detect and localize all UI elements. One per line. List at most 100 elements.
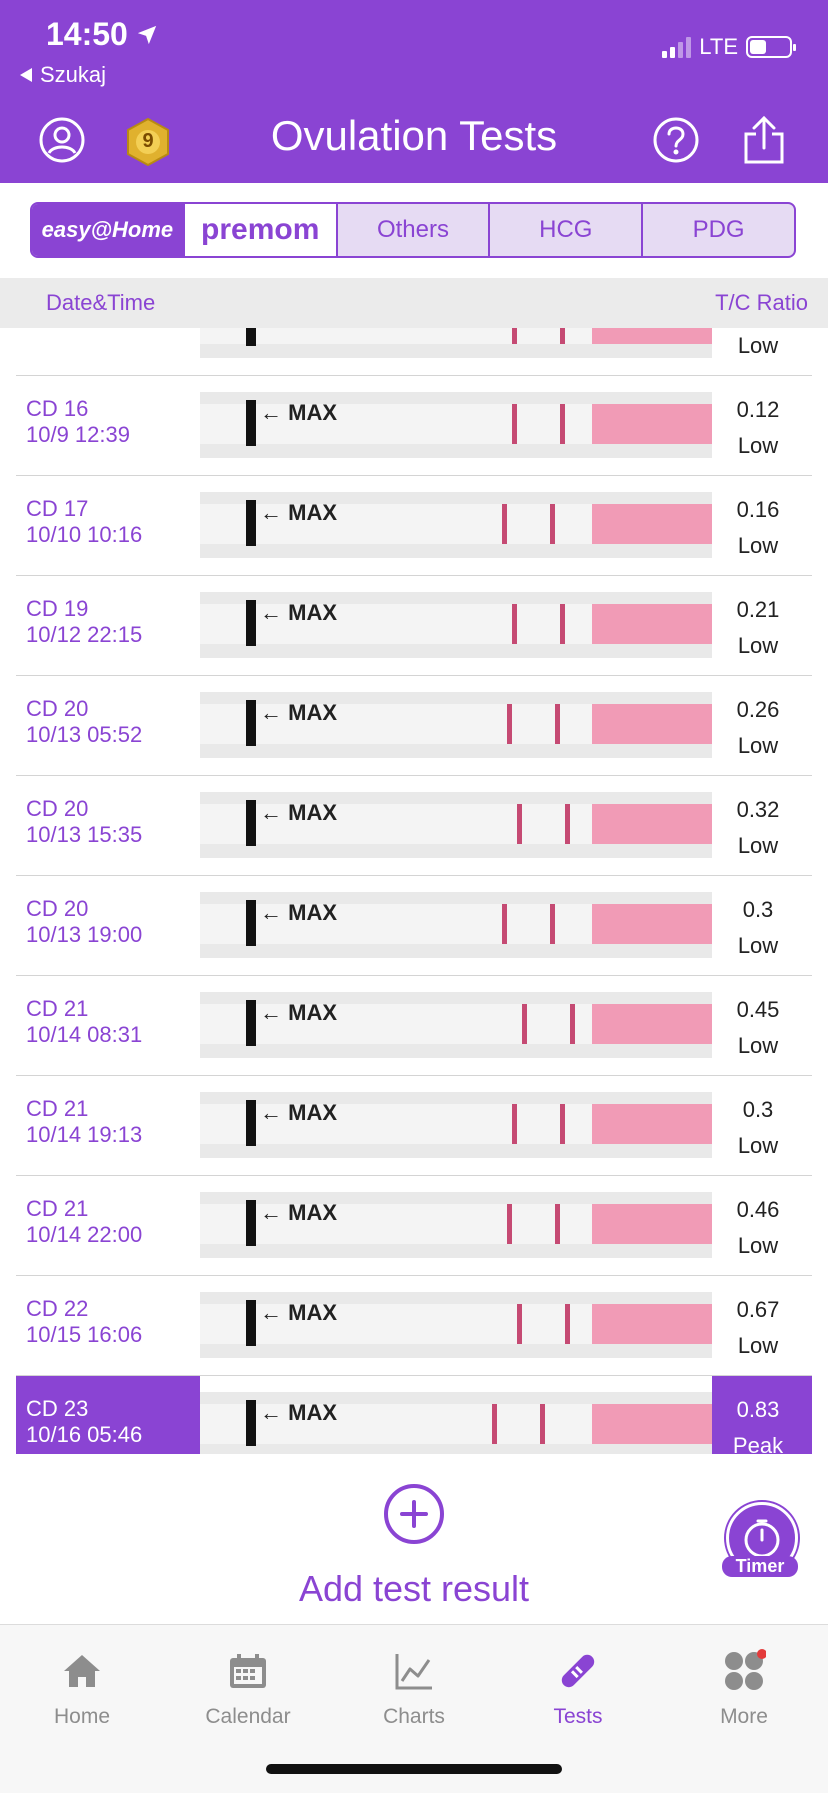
table-header: Date&Time T/C Ratio xyxy=(0,278,828,328)
row-ratio: 0.16 Low xyxy=(714,492,802,564)
tab-others[interactable]: Others xyxy=(338,204,491,256)
test-strip-photo[interactable]: ← MAX xyxy=(200,1192,712,1258)
strip-max-label: ← MAX xyxy=(260,1000,338,1025)
status-indicators: LTE xyxy=(662,34,796,60)
row-ratio: 0.83 Peak xyxy=(714,1392,802,1454)
page-title: Ovulation Tests xyxy=(270,112,558,159)
strip-handle xyxy=(592,1404,712,1444)
network-label: LTE xyxy=(699,34,738,59)
test-strip-photo[interactable]: ← MAX xyxy=(200,392,712,458)
column-ratio: T/C Ratio xyxy=(715,290,808,315)
test-strip-photo[interactable]: ← MAX xyxy=(200,592,712,658)
battery-icon xyxy=(746,36,796,58)
column-date: Date&Time xyxy=(46,290,156,315)
table-row[interactable]: CD 16 10/9 12:39 ← MAX 0.12 Low xyxy=(16,376,812,476)
nav-tests[interactable]: Tests xyxy=(508,1647,648,1729)
control-line xyxy=(512,328,517,344)
row-ratio: 0.3 Low xyxy=(714,1092,802,1164)
status-time-text: 14:50 xyxy=(46,16,128,52)
chart-icon xyxy=(395,1654,432,1690)
table-row[interactable]: CD 20 10/13 19:00 ← MAX 0.3 Low xyxy=(16,876,812,976)
level-badge[interactable]: 9 xyxy=(126,117,170,167)
nav-charts[interactable]: Charts xyxy=(344,1647,484,1729)
test-strip-photo[interactable]: ← MAX xyxy=(200,328,712,358)
test-strip-photo[interactable]: ← MAX xyxy=(200,492,712,558)
table-row[interactable]: 10/8 16:00← MAXLow xyxy=(16,328,812,376)
stopwatch-icon xyxy=(744,1519,780,1558)
cycle-day: CD 17 xyxy=(26,496,89,521)
test-line xyxy=(560,1104,565,1144)
test-strip-icon xyxy=(561,1654,595,1688)
table-row[interactable]: CD 21 10/14 08:31 ← MAX 0.45 Low xyxy=(16,976,812,1076)
strip-handle xyxy=(592,1004,712,1044)
more-icon xyxy=(725,1649,766,1690)
strip-marker xyxy=(246,400,256,446)
status-time: 14:50 xyxy=(46,16,158,53)
table-row[interactable]: CD 21 10/14 22:00 ← MAX 0.46 Low xyxy=(16,1176,812,1276)
strip-marker xyxy=(246,600,256,646)
plus-icon xyxy=(400,1500,428,1528)
test-line xyxy=(560,404,565,444)
add-result-area: Add test result xyxy=(0,1454,828,1624)
test-datetime: 10/15 16:06 xyxy=(26,1322,143,1347)
nav-calendar[interactable]: Calendar xyxy=(178,1647,318,1729)
strip-handle xyxy=(592,804,712,844)
help-button[interactable] xyxy=(652,116,700,164)
test-datetime: 10/16 05:46 xyxy=(26,1422,143,1447)
row-ratio: 0.26 Low xyxy=(714,692,802,764)
test-line xyxy=(555,1204,560,1244)
test-strip-photo[interactable]: ← MAX xyxy=(200,1092,712,1158)
nav-more-label: More xyxy=(720,1705,768,1728)
strip-max-label: ← MAX xyxy=(260,1100,338,1125)
nav-home[interactable]: Home xyxy=(12,1647,152,1729)
timer-label[interactable]: Timer xyxy=(722,1556,798,1577)
share-button[interactable] xyxy=(740,116,788,164)
row-ratio: 0.46 Low xyxy=(714,1192,802,1264)
strip-max-label: ← MAX xyxy=(260,1300,338,1325)
result-level: Low xyxy=(737,533,779,558)
table-row[interactable]: CD 22 10/15 16:06 ← MAX 0.67 Low xyxy=(16,1276,812,1376)
test-strip-photo[interactable]: ← MAX xyxy=(200,692,712,758)
strip-marker xyxy=(246,1400,256,1446)
control-line xyxy=(512,604,517,644)
table-row[interactable]: CD 21 10/14 19:13 ← MAX 0.3 Low xyxy=(16,1076,812,1176)
cycle-day: CD 20 xyxy=(26,896,89,921)
test-strip-photo[interactable]: ← MAX xyxy=(200,1392,712,1454)
tab-pdg[interactable]: PDG xyxy=(692,216,745,243)
control-line xyxy=(492,1404,497,1444)
tab-hcg[interactable]: HCG xyxy=(490,204,644,256)
add-result-button[interactable] xyxy=(384,1484,444,1544)
strip-handle xyxy=(592,1104,712,1144)
table-row[interactable]: CD 20 10/13 05:52 ← MAX 0.26 Low xyxy=(16,676,812,776)
profile-button[interactable] xyxy=(38,116,86,164)
home-indicator xyxy=(266,1764,562,1774)
strip-handle xyxy=(592,1304,712,1344)
gold-badge-icon xyxy=(127,117,169,167)
table-row[interactable]: CD 23 10/16 05:46 ← MAX 0.83 Peak xyxy=(16,1376,812,1454)
strip-max-label: ← MAX xyxy=(260,1400,338,1425)
help-icon xyxy=(653,117,699,163)
test-strip-photo[interactable]: ← MAX xyxy=(200,892,712,958)
tc-ratio-value: 0.67 xyxy=(736,1297,780,1322)
back-to-search[interactable]: Szukaj xyxy=(20,62,106,88)
table-row[interactable]: CD 19 10/12 22:15 ← MAX 0.21 Low xyxy=(16,576,812,676)
strip-marker xyxy=(246,1300,256,1346)
table-row[interactable]: CD 20 10/13 15:35 ← MAX 0.32 Low xyxy=(16,776,812,876)
test-strip-photo[interactable]: ← MAX xyxy=(200,992,712,1058)
test-datetime: 10/14 19:13 xyxy=(26,1122,143,1147)
cycle-day: CD 21 xyxy=(26,996,89,1021)
test-strip-photo[interactable]: ← MAX xyxy=(200,1292,712,1358)
row-date: CD 20 10/13 19:00 xyxy=(26,896,142,948)
tab-premom[interactable]: premom xyxy=(184,204,338,256)
nav-more[interactable]: More xyxy=(674,1647,814,1729)
test-strip-photo[interactable]: ← MAX xyxy=(200,792,712,858)
strip-handle xyxy=(592,704,712,744)
nav-calendar-label: Calendar xyxy=(205,1705,291,1728)
tc-ratio-value: 0.26 xyxy=(736,697,780,722)
table-row[interactable]: CD 17 10/10 10:16 ← MAX 0.16 Low xyxy=(16,476,812,576)
tab-easy-at-home[interactable]: easy@Home xyxy=(32,204,185,256)
home-icon xyxy=(64,1655,100,1687)
test-datetime: 10/14 22:00 xyxy=(26,1222,143,1247)
add-result-label[interactable]: Add test result xyxy=(298,1568,530,1609)
